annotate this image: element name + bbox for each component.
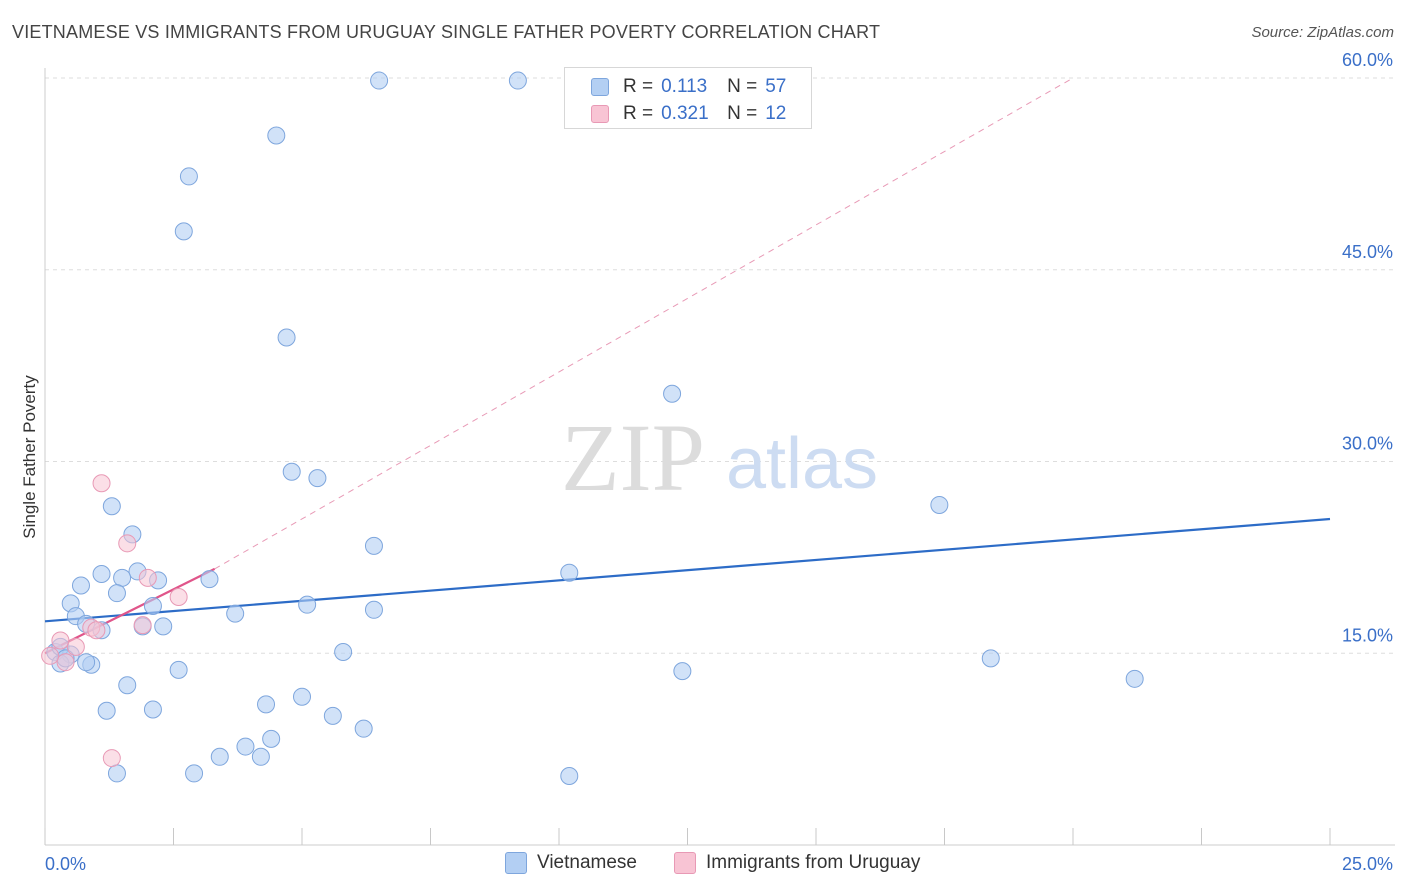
point-uruguay xyxy=(56,653,75,672)
point-vietnamese xyxy=(251,747,270,766)
legend-swatch-blue xyxy=(591,78,609,96)
point-vietnamese xyxy=(71,576,90,595)
point-vietnamese xyxy=(226,604,245,623)
point-vietnamese xyxy=(560,766,579,785)
chart-title: VIETNAMESE VS IMMIGRANTS FROM URUGUAY SI… xyxy=(12,22,881,42)
legend-r-value: 0.113 xyxy=(661,76,708,97)
watermark-atlas: atlas xyxy=(726,424,878,504)
point-vietnamese xyxy=(560,563,579,582)
legend-r-label: R = xyxy=(623,103,654,124)
legend-n-value: 57 xyxy=(765,76,787,97)
trend-line-vietnamese xyxy=(44,517,1331,623)
point-vietnamese xyxy=(323,706,342,725)
series-swatch-blue xyxy=(505,852,527,874)
point-uruguay xyxy=(133,616,152,635)
point-uruguay xyxy=(102,749,121,768)
point-vietnamese xyxy=(354,719,373,738)
point-vietnamese xyxy=(143,596,162,615)
point-vietnamese xyxy=(508,71,527,90)
legend-swatch-pink xyxy=(591,105,609,123)
point-vietnamese xyxy=(169,660,188,679)
point-vietnamese xyxy=(1125,669,1144,688)
point-vietnamese xyxy=(185,764,204,783)
point-vietnamese xyxy=(92,564,111,583)
series-legend-uruguay[interactable]: Immigrants from Uruguay xyxy=(674,852,920,874)
point-uruguay xyxy=(51,631,70,650)
point-uruguay xyxy=(41,646,60,665)
source-label: Source: ZipAtlas.com xyxy=(1251,24,1394,41)
point-vietnamese xyxy=(364,600,383,619)
data-points xyxy=(41,71,1144,785)
point-vietnamese xyxy=(364,536,383,555)
point-vietnamese xyxy=(118,676,137,695)
point-vietnamese xyxy=(673,662,692,681)
point-vietnamese xyxy=(334,642,353,661)
point-uruguay xyxy=(92,474,111,493)
point-vietnamese xyxy=(107,764,126,783)
watermark-zip: ZIP xyxy=(561,404,705,511)
y-tick-label: 15.0% xyxy=(1342,625,1393,645)
legend-row-uruguay: R = 0.321 N = 12 xyxy=(591,103,786,125)
point-vietnamese xyxy=(262,729,281,748)
point-vietnamese xyxy=(308,469,327,488)
point-vietnamese xyxy=(143,700,162,719)
point-vietnamese xyxy=(282,462,301,481)
point-vietnamese xyxy=(179,167,198,186)
point-vietnamese xyxy=(370,71,389,90)
watermark: ZIP atlas xyxy=(561,404,878,511)
point-uruguay xyxy=(87,621,106,640)
point-vietnamese xyxy=(102,497,121,516)
point-vietnamese xyxy=(663,384,682,403)
legend-row-vietnamese: R = 0.113 N = 57 xyxy=(591,76,786,98)
point-vietnamese xyxy=(277,328,296,347)
point-vietnamese xyxy=(200,570,219,589)
series-swatch-pink xyxy=(674,852,696,874)
correlation-legend: R = 0.113 N = 57 R = 0.321 N = 12 xyxy=(564,67,812,129)
point-vietnamese xyxy=(267,126,286,145)
x-tick-label: 25.0% xyxy=(1342,854,1393,874)
point-vietnamese xyxy=(107,584,126,603)
point-vietnamese xyxy=(113,568,132,587)
point-vietnamese xyxy=(293,687,311,706)
point-vietnamese xyxy=(210,747,229,766)
point-vietnamese xyxy=(298,595,317,614)
legend-n-value: 12 xyxy=(765,103,787,124)
point-vietnamese xyxy=(257,695,276,714)
series-legend-vietnamese[interactable]: Vietnamese xyxy=(505,852,637,874)
series-legend: Vietnamese Immigrants from Uruguay xyxy=(0,852,1406,878)
point-vietnamese xyxy=(981,649,1000,668)
series-legend-label: Immigrants from Uruguay xyxy=(706,852,921,873)
axes xyxy=(44,68,1395,846)
y-tick-label: 30.0% xyxy=(1342,434,1393,454)
point-vietnamese xyxy=(930,495,949,514)
trend-lines xyxy=(44,77,1331,655)
tick-labels: 15.0% 30.0% 45.0% 60.0% 0.0% 25.0% xyxy=(45,50,1393,874)
point-vietnamese xyxy=(154,617,173,636)
point-uruguay xyxy=(138,568,157,587)
point-vietnamese xyxy=(97,701,116,720)
x-tick-label: 0.0% xyxy=(45,854,86,874)
y-tick-label: 45.0% xyxy=(1342,242,1393,262)
legend-r-label: R = xyxy=(623,76,654,97)
legend-r-value: 0.321 xyxy=(661,103,709,124)
point-uruguay xyxy=(169,588,188,607)
legend-n-label: N = xyxy=(727,76,758,97)
point-vietnamese xyxy=(77,653,96,672)
legend-n-label: N = xyxy=(727,103,758,124)
point-uruguay xyxy=(118,534,137,553)
series-legend-label: Vietnamese xyxy=(537,852,637,873)
point-uruguay xyxy=(66,637,85,656)
y-axis-label: Single Father Poverty xyxy=(20,375,39,539)
y-tick-label: 60.0% xyxy=(1342,50,1393,70)
point-vietnamese xyxy=(236,737,255,756)
point-vietnamese xyxy=(174,222,193,241)
